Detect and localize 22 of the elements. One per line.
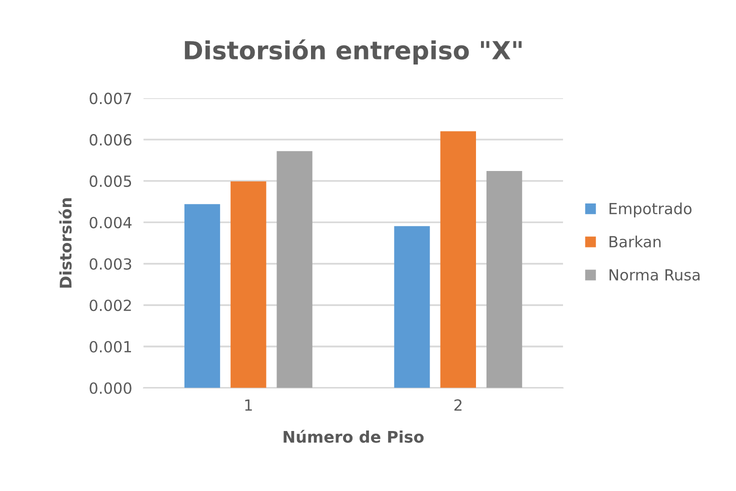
bar	[230, 181, 266, 388]
y-tick-label: 0.007	[90, 92, 132, 104]
bar	[440, 131, 476, 388]
x-tick-label: 2	[454, 399, 462, 411]
bar	[394, 226, 430, 388]
y-tick-label: 0.004	[90, 216, 132, 228]
y-tick-label: 0.001	[90, 340, 131, 353]
y-axis-title: Distorsión	[58, 198, 72, 288]
bar	[486, 171, 522, 388]
legend-label: Barkan	[610, 236, 661, 248]
y-tick-label: 0.002	[90, 300, 131, 312]
y-tick-label: 0.005	[90, 175, 132, 187]
y-tick-label: 0.006	[90, 134, 132, 146]
bar	[276, 151, 312, 388]
chart-title: Distorsión entrepiso "X"	[184, 39, 522, 65]
x-axis-title: Número de Piso	[284, 430, 424, 443]
x-tick-label: 1	[245, 399, 252, 411]
legend-label: Empotrado	[610, 202, 692, 218]
legend-label: Norma Rusa	[610, 269, 700, 281]
y-tick-label: 0.003	[90, 258, 132, 270]
bar	[184, 204, 220, 388]
y-tick-label: 0.000	[90, 382, 132, 394]
